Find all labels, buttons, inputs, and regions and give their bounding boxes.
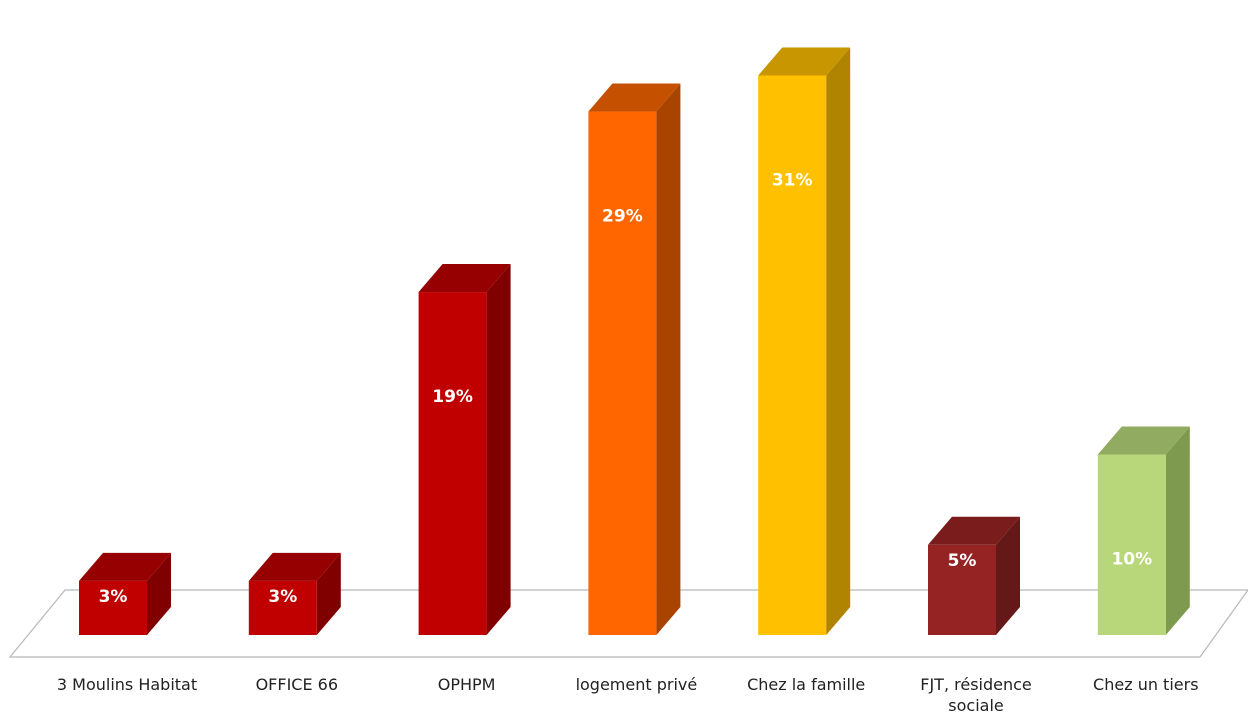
bar-4: 29%: [588, 83, 681, 636]
bar-side-face: [656, 83, 681, 636]
bar-front-face: [79, 580, 147, 635]
bar-side-face: [147, 552, 171, 635]
category-label: Chez un tiers: [1093, 675, 1198, 694]
bar-front-face: [928, 544, 996, 635]
category-labels: 3 Moulins Habitat OFFICE 66 OPHPM logement …: [57, 675, 1199, 713]
bar-front-face: [1097, 454, 1166, 635]
data-label: 3%: [268, 587, 297, 607]
category-label: logement privé: [576, 675, 698, 694]
bar-side-face: [1165, 426, 1190, 635]
category-label: OFFICE 66: [256, 675, 338, 694]
bar-series: 3% 3% 19% 29% 31% 5% 10%: [79, 47, 1190, 636]
bar-side-face: [996, 516, 1020, 635]
category-label: OPHPM: [438, 675, 496, 694]
bar-front-face: [588, 111, 657, 636]
category-label: FJT, résidence sociale: [920, 675, 1032, 713]
bar-top-face: [248, 552, 341, 581]
bar-3: 19%: [418, 264, 511, 635]
bar-5: 31%: [758, 47, 851, 635]
bar-side-face: [826, 47, 851, 635]
data-label: 19%: [432, 387, 473, 407]
bar-6: 5%: [928, 516, 1020, 635]
bar-top-face: [418, 264, 511, 293]
bar-side-face: [316, 552, 341, 635]
bar-front-face: [248, 580, 317, 635]
bar-2: 3%: [248, 552, 341, 635]
bar-top-face: [1097, 426, 1190, 455]
category-label: 3 Moulins Habitat: [57, 675, 197, 694]
bar-side-face: [486, 264, 511, 635]
bar-top-face: [79, 552, 171, 581]
bar-top-face: [928, 516, 1020, 545]
data-label: 29%: [602, 207, 643, 227]
data-label: 10%: [1111, 550, 1152, 570]
bar-7: 10%: [1097, 426, 1190, 635]
bar-front-face: [758, 75, 827, 635]
data-label: 31%: [772, 170, 813, 190]
bar-1: 3%: [79, 552, 171, 635]
bar-top-face: [758, 47, 851, 76]
bar-front-face: [418, 292, 487, 635]
data-label: 3%: [99, 587, 128, 607]
bar-top-face: [588, 83, 681, 112]
data-label: 5%: [948, 551, 977, 571]
category-label: Chez la famille: [747, 675, 865, 694]
